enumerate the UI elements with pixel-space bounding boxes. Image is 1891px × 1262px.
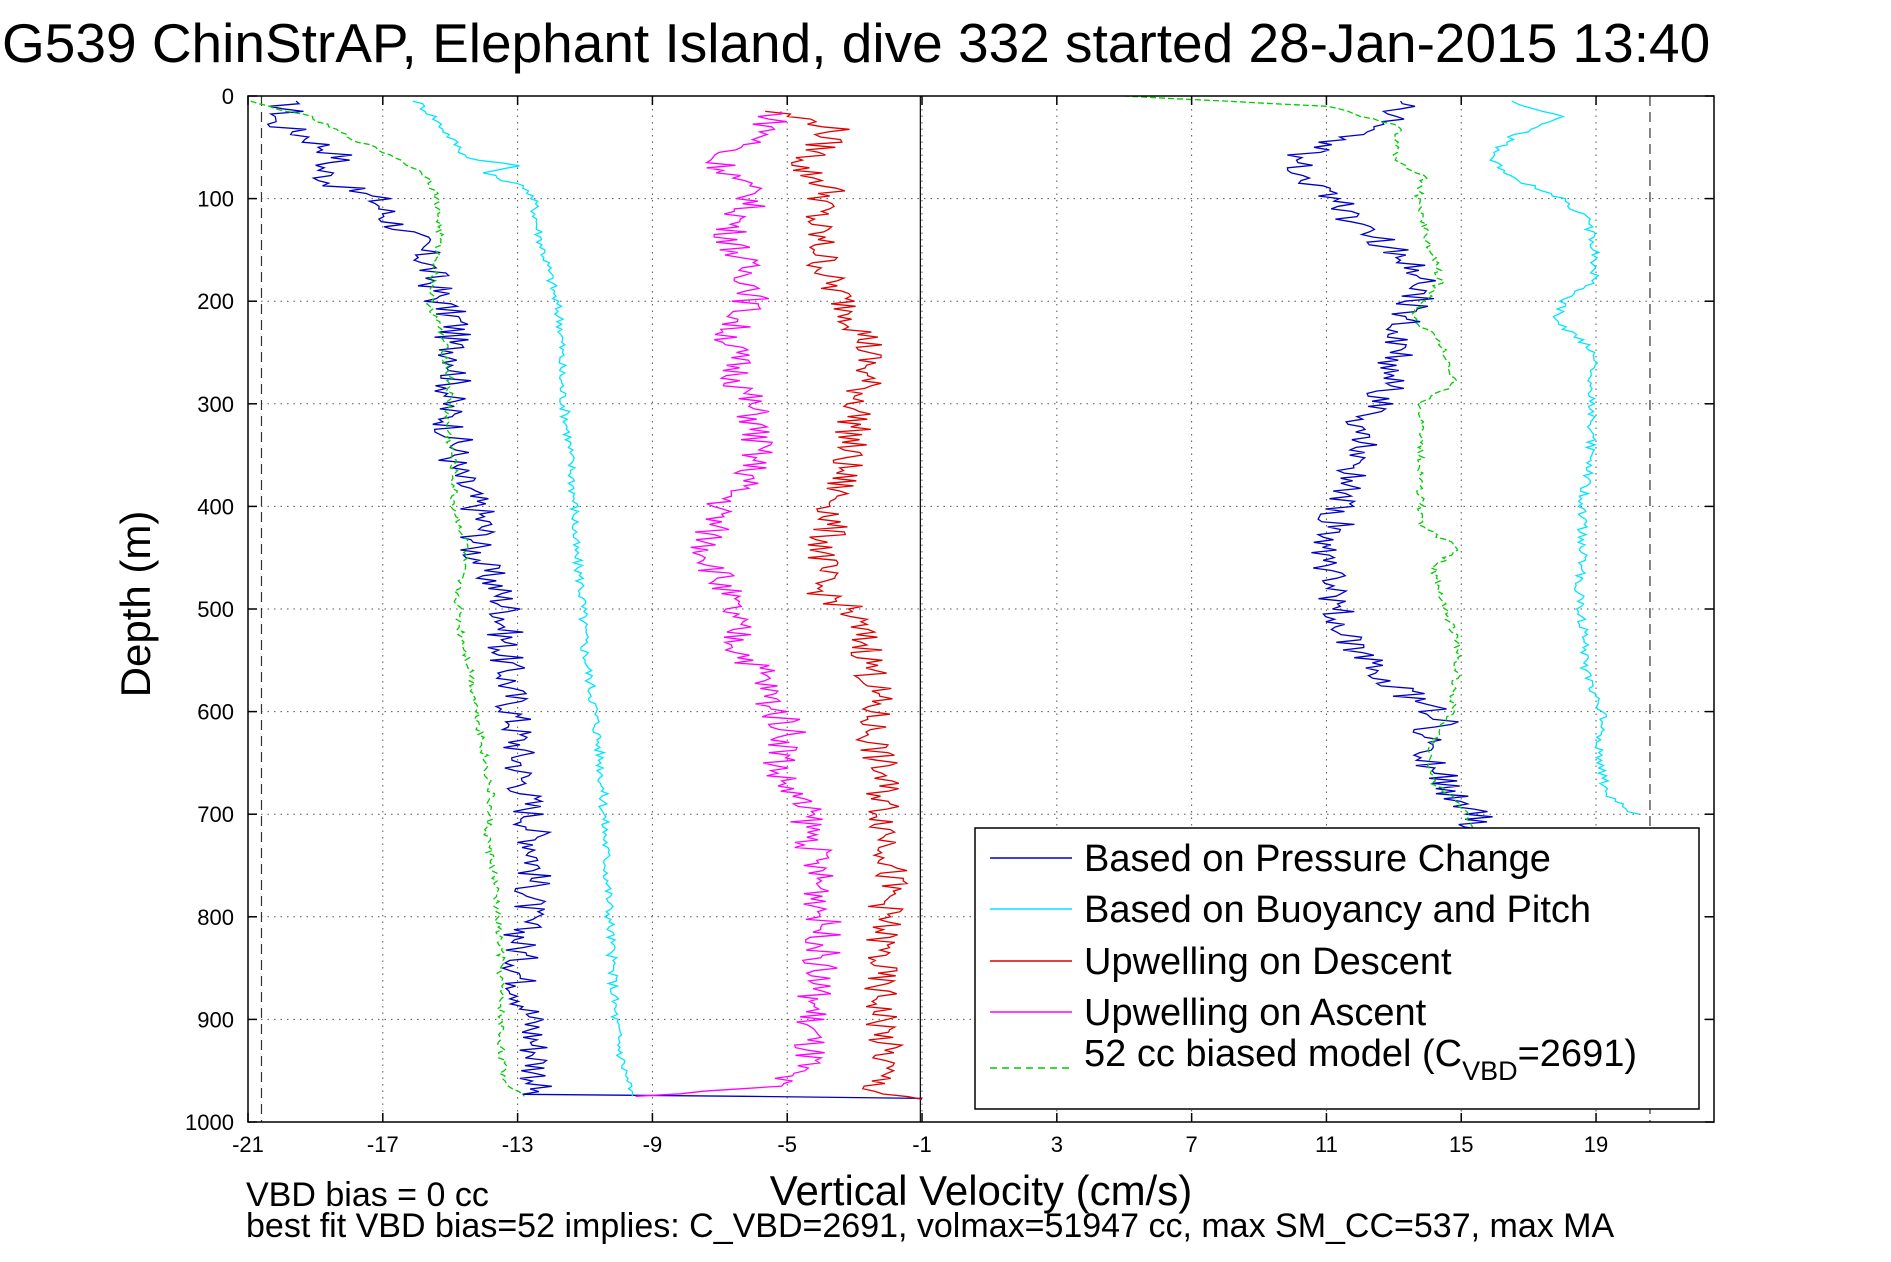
y-tick-label: 0 [222,84,234,109]
legend-label-model: 52 cc biased model (CVBD=2691) [1084,1033,1637,1086]
series-line [412,100,634,1097]
x-tick-label: -5 [777,1132,797,1157]
x-tick-label: 15 [1449,1132,1473,1157]
series-line-ascent [1489,100,1640,815]
y-tick-label: 200 [197,289,234,314]
x-tick-label: -1 [912,1132,932,1157]
chart-title: G539 ChinStrAP, Elephant Island, dive 33… [2,12,1710,74]
x-tick-label: 7 [1186,1132,1198,1157]
y-tick-label: 800 [197,905,234,930]
legend-box [974,827,1700,1110]
y-tick-label: 600 [197,700,234,725]
x-tick-label: -17 [367,1132,399,1157]
x-tick-label: -21 [232,1132,264,1157]
x-tick-label: 3 [1051,1132,1063,1157]
x-axis-label: Vertical Velocity (cm/s) [770,1167,1192,1214]
series-line-ascent [1124,95,1476,835]
x-tick-label: -13 [502,1132,534,1157]
series-line [250,100,525,1097]
footer-line-1: VBD bias = 0 cc [246,1176,489,1214]
y-tick-label: 400 [197,494,234,519]
x-tick-label: -9 [643,1132,663,1157]
legend-model-prefix: 52 cc biased model (C [1084,1033,1462,1075]
x-tick-label: 19 [1584,1132,1608,1157]
legend-label-pressure: Based on Pressure Change [1084,838,1551,880]
legend-label-descent: Upwelling on Descent [1084,941,1452,983]
legend-model-suffix: =2691) [1518,1033,1637,1075]
series-line [635,111,842,1097]
y-axis-ticks: 0 100 200 300 400 500 600 700 800 900 1000 [185,84,1714,1135]
y-tick-label: 300 [197,392,234,417]
series-line [266,100,923,1100]
y-tick-label: 700 [197,802,234,827]
x-tick-label: 11 [1315,1132,1338,1157]
y-tick-label: 100 [197,187,234,212]
legend: Based on Pressure Change Based on Buoyan… [974,827,1700,1110]
y-tick-label: 900 [197,1007,234,1032]
footer-line-2: best fit VBD bias=52 implies: C_VBD=2691… [246,1207,1615,1245]
y-axis-label: Depth (m) [112,511,159,698]
data-series [250,95,1640,1101]
legend-label-buoyancy: Based on Buoyancy and Pitch [1084,889,1591,931]
x-axis-ticks: -21 -17 -13 -9 -5 -1 3 7 11 15 19 [232,96,1608,1157]
series-line [765,110,923,1101]
y-tick-label: 1000 [185,1110,234,1135]
y-tick-label: 500 [197,597,234,622]
legend-label-ascent: Upwelling on Ascent [1084,992,1427,1034]
legend-model-subscript: VBD [1462,1056,1518,1086]
